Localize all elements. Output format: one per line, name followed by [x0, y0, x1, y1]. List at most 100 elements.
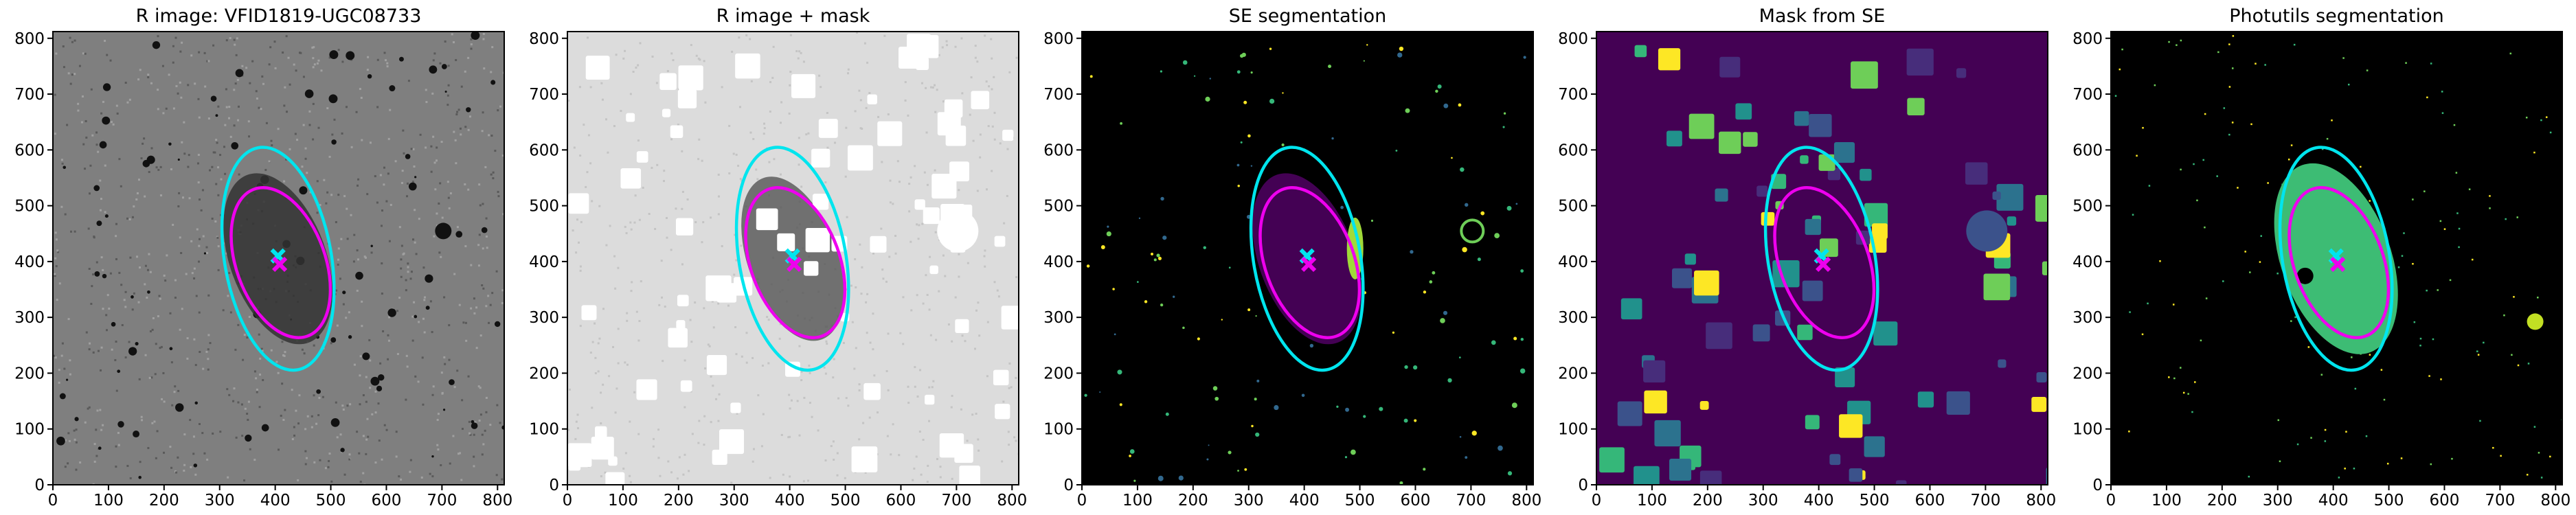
texture [894, 234, 897, 237]
texture [364, 256, 367, 259]
texture [993, 281, 996, 284]
texture [850, 284, 852, 287]
texture [274, 67, 277, 69]
texture [1117, 369, 1122, 375]
texture [985, 80, 988, 83]
texture [313, 46, 315, 49]
texture [934, 111, 937, 113]
texture [662, 108, 671, 117]
texture [422, 266, 425, 269]
texture [926, 183, 929, 186]
texture [657, 428, 660, 431]
texture [353, 233, 356, 236]
texture [1015, 276, 1018, 279]
texture [177, 158, 180, 161]
panel [1596, 32, 2048, 485]
texture [447, 196, 450, 199]
texture [1001, 460, 1004, 463]
texture [216, 236, 219, 239]
texture [248, 135, 251, 138]
texture [468, 115, 471, 118]
texture [497, 190, 499, 193]
texture [762, 133, 765, 135]
texture [615, 387, 618, 390]
texture [993, 369, 1009, 386]
texture [411, 315, 414, 318]
texture [931, 386, 934, 389]
texture [890, 453, 892, 456]
texture [198, 244, 201, 247]
texture [2365, 435, 2368, 437]
texture [365, 400, 368, 403]
texture [1465, 203, 1469, 207]
texture [667, 460, 670, 463]
texture [976, 60, 979, 63]
texture [958, 275, 960, 278]
texture [2276, 272, 2279, 275]
texture [197, 98, 200, 100]
texture [270, 139, 273, 142]
texture [186, 357, 189, 360]
texture [317, 59, 320, 62]
texture [159, 297, 161, 300]
texture [168, 73, 170, 76]
texture [115, 104, 118, 107]
texture [80, 121, 83, 124]
texture [2351, 356, 2353, 358]
texture [485, 217, 488, 220]
texture [1835, 367, 1855, 388]
texture [568, 388, 571, 391]
texture [235, 436, 238, 439]
texture [1404, 365, 1408, 369]
texture [233, 124, 236, 127]
texture [1399, 46, 1404, 52]
texture [92, 351, 95, 354]
texture [355, 111, 358, 113]
texture [961, 334, 964, 337]
texture [495, 474, 498, 477]
texture [735, 259, 738, 262]
texture [335, 221, 337, 224]
texture [494, 150, 497, 152]
texture [1251, 424, 1254, 428]
texture [2419, 337, 2422, 340]
texture [381, 262, 383, 265]
texture [255, 377, 258, 380]
texture [336, 436, 339, 439]
texture [172, 45, 174, 47]
texture [993, 138, 996, 141]
y-tick-label: 600 [1558, 141, 1588, 159]
texture [1694, 270, 1719, 296]
x-tick-label: 600 [1401, 492, 1431, 510]
texture [356, 289, 359, 292]
texture [204, 85, 207, 88]
x-tick-label: 800 [997, 492, 1027, 510]
texture [387, 172, 389, 175]
texture [343, 473, 346, 476]
texture [605, 244, 608, 247]
center-marker [1815, 256, 1831, 273]
texture [949, 161, 969, 182]
texture [864, 471, 867, 474]
texture [337, 247, 340, 250]
texture [847, 72, 850, 75]
texture [2456, 212, 2459, 214]
texture [2353, 468, 2355, 470]
texture [256, 98, 258, 100]
texture [225, 252, 228, 255]
texture [197, 154, 200, 157]
texture [868, 92, 871, 95]
texture [228, 393, 231, 396]
texture [190, 466, 192, 468]
texture [361, 139, 363, 141]
texture [196, 162, 199, 165]
texture [698, 138, 701, 141]
texture [481, 130, 484, 133]
texture [369, 359, 372, 362]
texture [620, 168, 642, 189]
texture [1667, 130, 1682, 147]
texture [233, 387, 236, 390]
texture [194, 473, 197, 476]
y-tick-label: 700 [2072, 86, 2103, 104]
texture [1086, 264, 1090, 268]
